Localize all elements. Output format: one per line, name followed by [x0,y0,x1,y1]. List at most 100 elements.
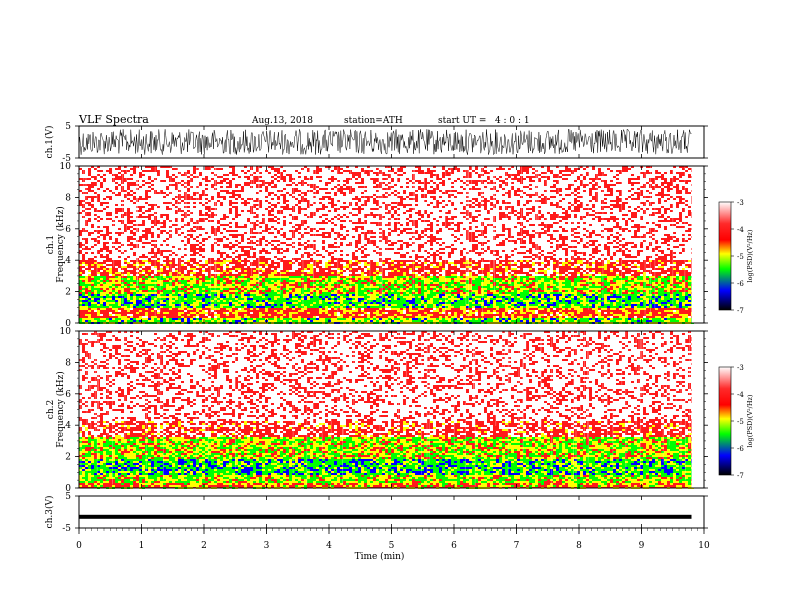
spectrogram-cell [631,202,634,204]
spectrogram-cell [79,194,82,196]
spectrogram-cell [88,194,91,196]
spectrogram-cell [463,190,466,192]
spectrogram-cell [289,236,292,238]
spectrogram-cell [640,204,643,206]
spectrogram-cell [292,240,295,242]
spectrogram-cell [478,170,481,172]
spectrogram-cell [598,192,601,194]
spectrogram-cell [598,180,601,182]
spectrogram-cell [511,218,514,220]
spectrogram-cell [310,218,313,220]
spectrogram-cell [184,238,187,240]
spectrogram-cell [346,184,349,186]
spectrogram-cell [277,224,280,226]
spectrogram-cell [217,188,220,190]
spectrogram-cell [415,208,418,210]
spectrogram-cell [334,220,337,222]
spectrogram-cell [97,234,100,236]
spectrogram-cell [670,166,673,168]
spectrogram-cell [616,220,619,222]
spectrogram-cell [565,190,568,192]
spectrogram-cell [151,178,154,180]
spectrogram-cell [256,234,259,236]
spectrogram-cell [211,206,214,208]
spectrogram-cell [313,180,316,182]
spectrogram-cell [628,174,631,176]
spectrogram-cell [178,166,181,168]
spectrogram-cell [538,214,541,216]
spectrogram-cell [295,232,298,234]
spectrogram-cell [460,198,463,200]
spectrogram-cell [655,236,658,238]
spectrogram-cell [298,170,301,172]
spectrogram-cell [586,198,589,200]
spectrogram-cell [310,180,313,182]
spectrogram-cell [82,202,85,204]
spectrogram-cell [145,178,148,180]
spectrogram-cell [334,228,337,230]
spectrogram-cell [463,180,466,182]
spectrogram-cell [388,236,391,238]
spectrogram-cell [277,214,280,216]
spectrogram-cell [325,180,328,182]
spectrogram-cell [190,232,193,234]
spectrogram-cell [391,182,394,184]
spectrogram-cell [439,224,442,226]
spectrogram-cell [652,204,655,206]
spectrogram-cell [649,170,652,172]
spectrogram-cell [463,222,466,224]
spectrogram-cell [160,208,163,210]
spectrogram-cell [181,186,184,188]
spectrogram-cell [292,186,295,188]
spectrogram-cell [553,170,556,172]
spectrogram-cell [346,176,349,178]
spectrogram-cell [373,166,376,168]
spectrogram-cell [505,180,508,182]
spectrogram-cell [373,234,376,236]
spectrogram-cell [340,208,343,210]
spectrogram-cell [451,230,454,232]
spectrogram-cell [583,238,586,240]
spectrogram-cell [172,218,175,220]
spectrogram-cell [496,196,499,198]
spectrogram-cell [451,210,454,212]
spectrogram-cell [289,198,292,200]
spectrogram-cell [637,214,640,216]
spectrogram-cell [418,216,421,218]
spectrogram-cell [304,212,307,214]
spectrogram-cell [394,170,397,172]
spectrogram-cell [652,240,655,242]
spectrogram-cell [403,178,406,180]
spectrogram-cell [193,200,196,202]
spectrogram-cell [397,232,400,234]
spectrogram-cell [307,218,310,220]
spectrogram-cell [433,228,436,230]
spectrogram-cell [304,236,307,238]
spectrogram-cell [175,226,178,228]
spectrogram-cell [520,188,523,190]
spectrogram-cell [265,174,268,176]
spectrogram-cell [427,226,430,228]
spectrogram-cell [505,234,508,236]
spectrogram-cell [601,226,604,228]
spectrogram-cell [190,216,193,218]
spectrogram-cell [463,234,466,236]
spectrogram-cell [157,204,160,206]
spectrogram-cell [595,186,598,188]
spectrogram-cell [490,226,493,228]
spectrogram-cell [382,214,385,216]
spectrogram-cell [664,198,667,200]
spectrogram-cell [625,238,628,240]
spectrogram-cell [682,204,685,206]
spectrogram-cell [355,200,358,202]
spectrogram-cell [475,218,478,220]
spectrogram-cell [292,194,295,196]
spectrogram-cell [484,210,487,212]
spectrogram-cell [409,168,412,170]
spectrogram-cell [613,166,616,168]
spectrogram-cell [382,168,385,170]
spectrogram-cell [445,238,448,240]
spectrogram-cell [238,210,241,212]
spectrogram-cell [115,226,118,228]
spectrogram-cell [142,182,145,184]
